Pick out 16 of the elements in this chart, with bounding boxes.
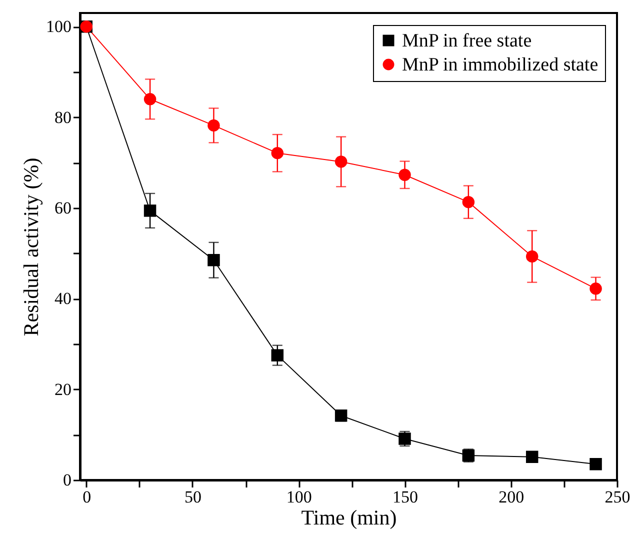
x-tick-label: 250 <box>604 488 630 506</box>
y-tick-label: 0 <box>63 470 72 490</box>
y-tick-label: 100 <box>46 17 72 36</box>
y-axis-title: Residual activity (%) <box>19 158 43 336</box>
x-tick-label: 0 <box>82 488 92 506</box>
y-tick-label: 40 <box>54 289 72 308</box>
x-tick-label: 50 <box>184 488 202 506</box>
y-tick-label: 60 <box>54 198 72 218</box>
x-axis-title: Time (min) <box>301 506 397 530</box>
y-tick-label: 20 <box>54 380 72 399</box>
legend-label: MnP in free state <box>402 30 532 52</box>
x-tick-label: 150 <box>392 488 418 506</box>
legend-label: MnP in immobilized state <box>402 54 598 76</box>
x-tick-label: 200 <box>498 488 524 506</box>
y-tick-label: 80 <box>54 108 72 127</box>
x-tick-label: 100 <box>286 488 312 506</box>
